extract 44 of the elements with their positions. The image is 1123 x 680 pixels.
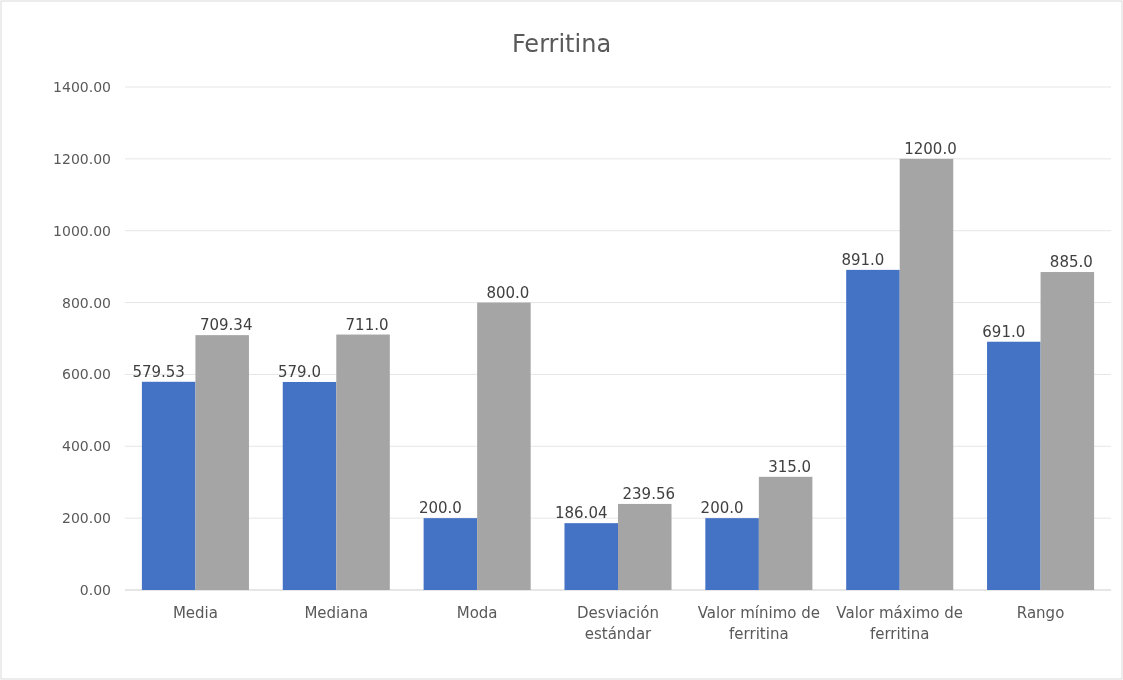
data-label: 186.04 [554, 504, 608, 523]
y-tick-label: 800.00 [62, 294, 111, 311]
data-label: 709.34 [199, 316, 253, 335]
data-label: 239.56 [622, 484, 676, 503]
data-label: 691.0 [982, 322, 1026, 341]
chart-title: Ferritina [511, 30, 612, 58]
bar [195, 335, 249, 590]
x-tick-label: Desviación estándar [577, 604, 659, 643]
x-tick-label: Valor mínimo de ferritina [697, 604, 821, 643]
x-tick-label: Moda [456, 604, 498, 622]
x-tick-label: Valor máximo de ferritina [836, 604, 964, 643]
data-label: 711.0 [345, 315, 389, 334]
bar [846, 269, 900, 590]
x-tick-label: Media [172, 604, 218, 622]
data-label: 1200.0 [904, 139, 957, 158]
data-label: 200.0 [418, 499, 462, 518]
y-tick-label: 600.00 [62, 366, 111, 383]
bar [282, 381, 337, 590]
data-label: 579.0 [278, 362, 321, 381]
data-label: 885.0 [1049, 253, 1093, 272]
data-label: 891.0 [841, 250, 885, 269]
x-tick-label: Rango [1016, 604, 1065, 622]
data-label: 200.0 [700, 499, 744, 518]
bar [618, 503, 672, 590]
bar [477, 302, 531, 590]
y-tick-label: 0.00 [79, 582, 111, 598]
data-label: 800.0 [486, 283, 530, 302]
bar [141, 381, 196, 590]
y-tick-label: 1400.00 [53, 79, 111, 95]
y-tick-label: 1200.00 [53, 150, 111, 167]
bar [705, 518, 759, 590]
y-tick-label: 200.00 [62, 510, 111, 527]
bar [987, 341, 1041, 590]
y-tick-label: 1000.00 [53, 222, 111, 239]
data-label: 579.53 [132, 362, 185, 381]
x-tick-label: Mediana [304, 604, 369, 622]
y-tick-label: 400.00 [62, 438, 111, 455]
bar [899, 158, 954, 590]
bar [423, 518, 478, 590]
data-label: 315.0 [768, 457, 812, 476]
bar [758, 476, 813, 590]
bar [336, 334, 390, 590]
bar [564, 523, 618, 590]
bar [1040, 272, 1095, 590]
